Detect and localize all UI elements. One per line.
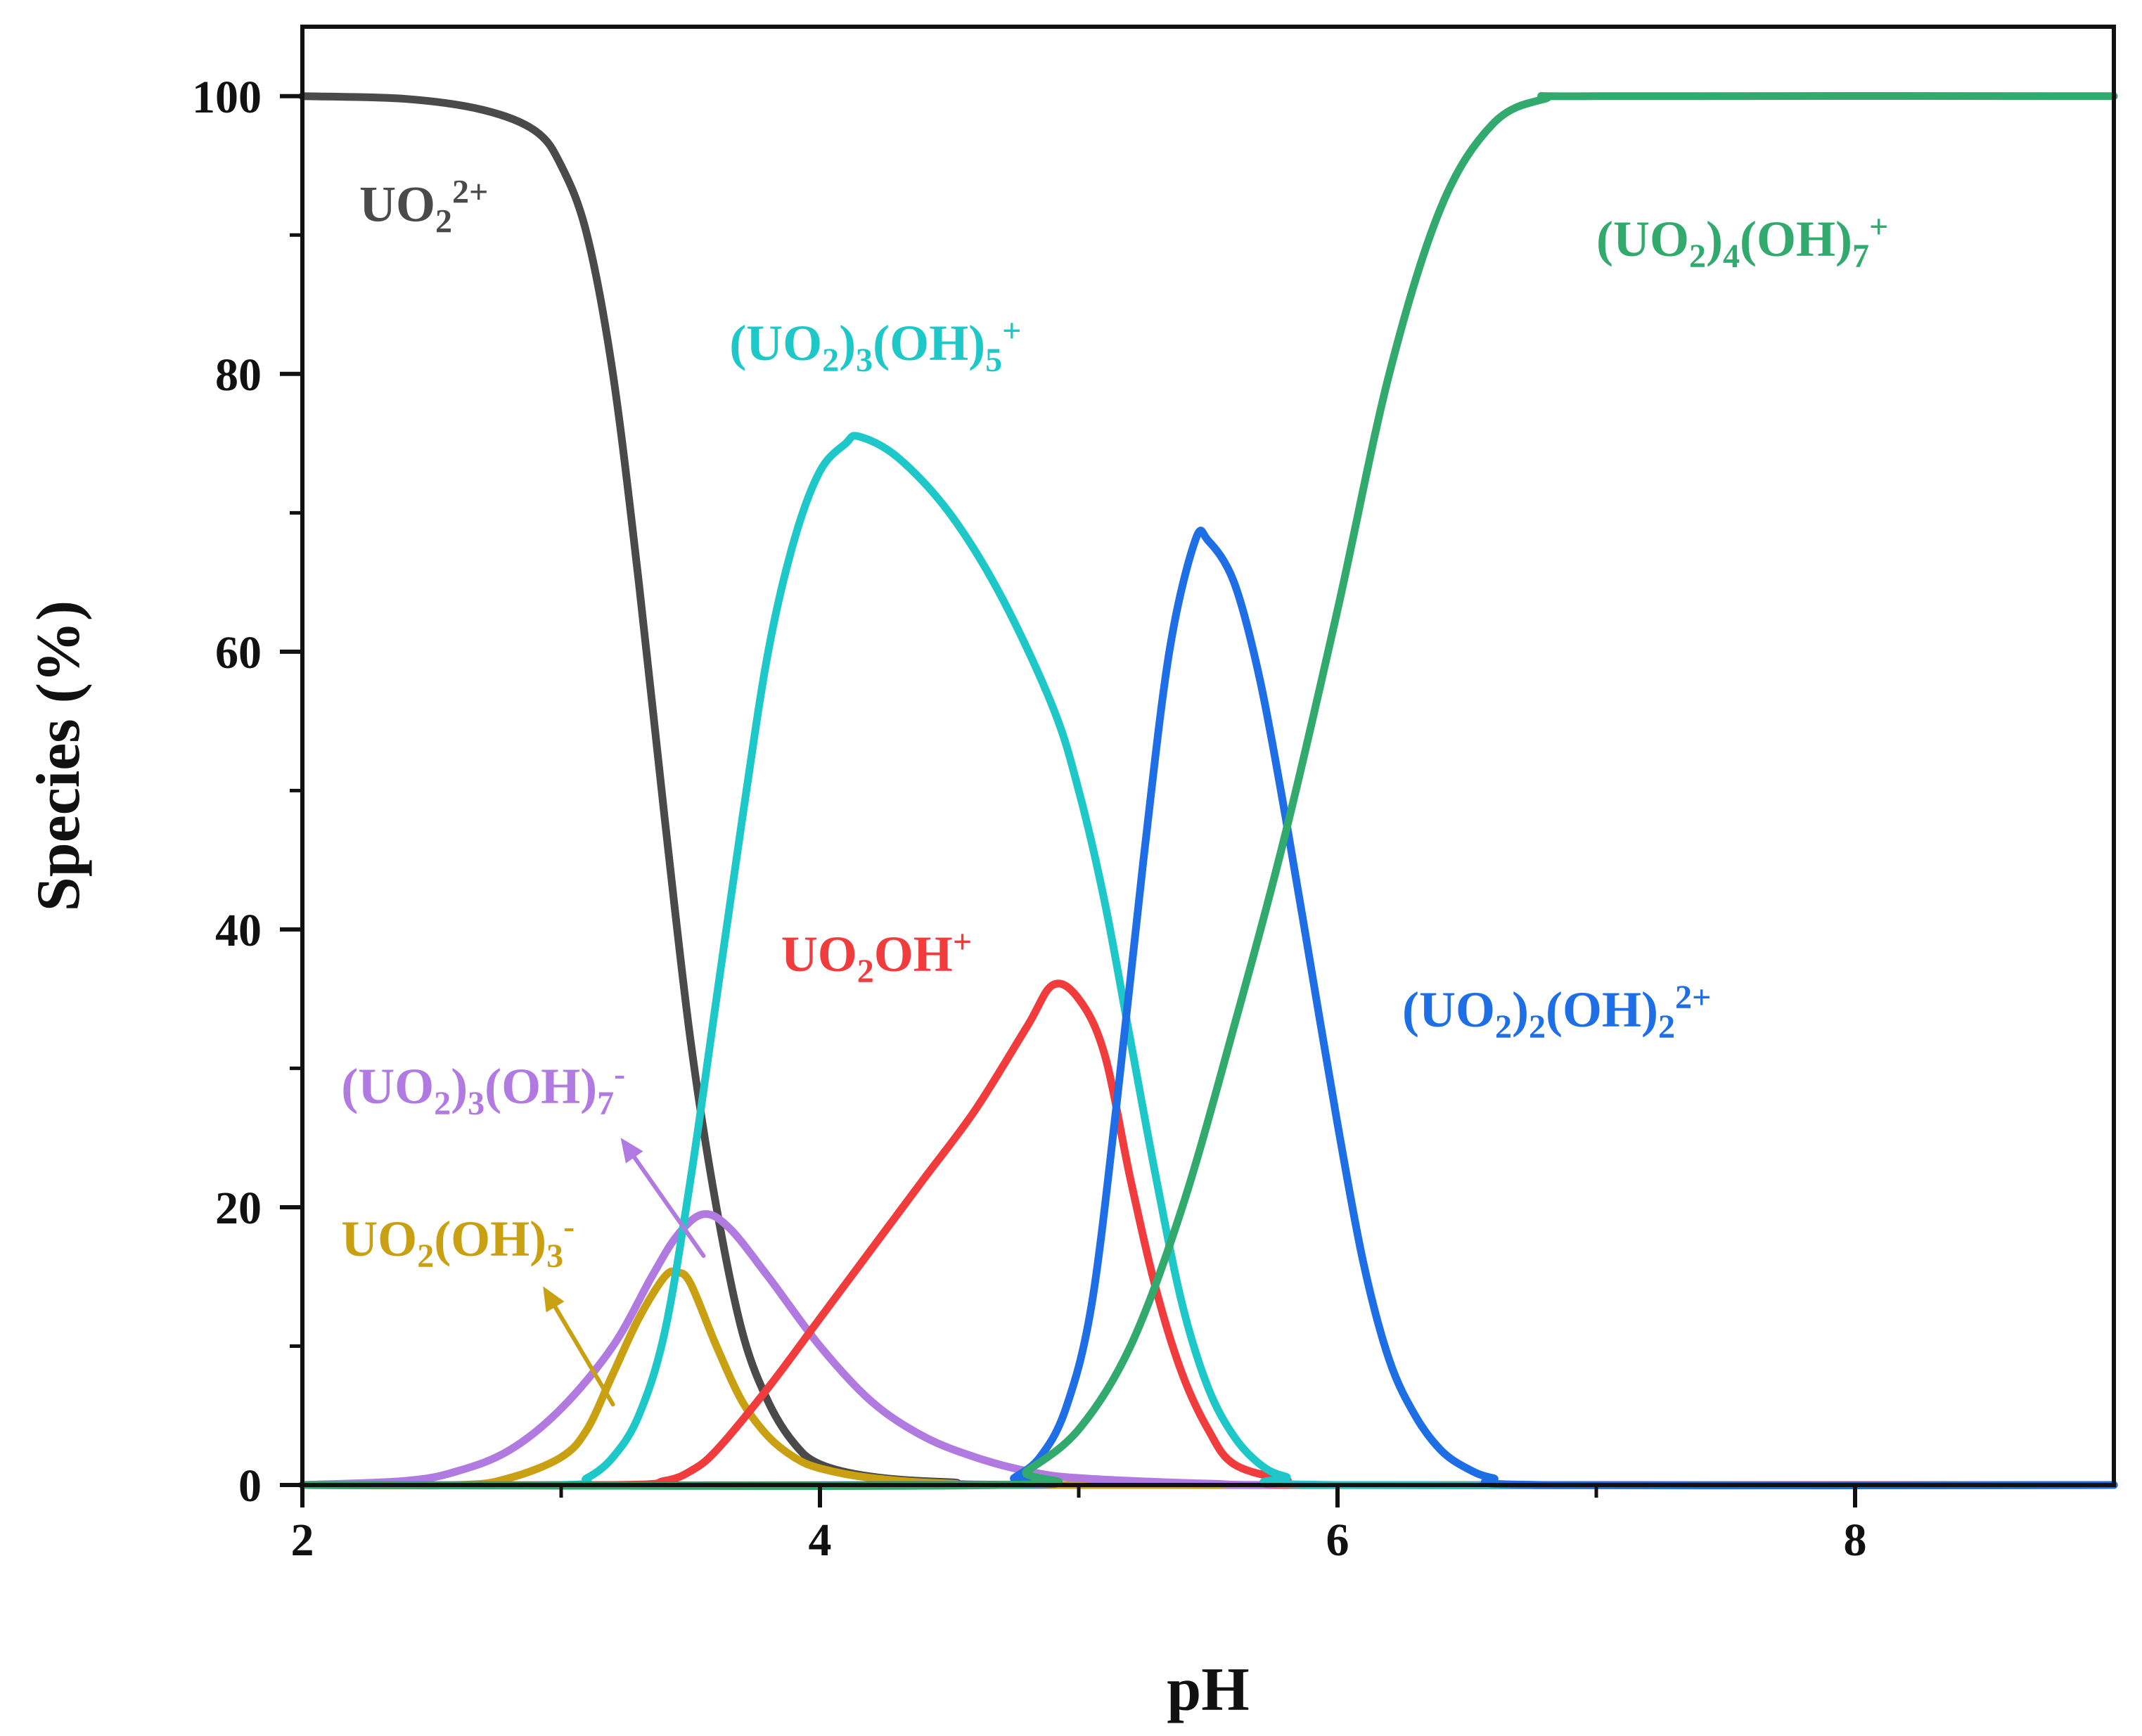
- x-tick-label-4: 4: [809, 1515, 832, 1566]
- series-label-uo22oh2: (UO2)2(OH)22+: [1402, 979, 1711, 1046]
- y-tick-label-80: 80: [215, 349, 262, 401]
- series-line-uo24oh7: [298, 91, 2118, 1490]
- x-axis-title: pH: [1167, 1656, 1249, 1724]
- y-tick-label-0: 0: [238, 1460, 262, 1512]
- chart-marks: [298, 91, 2118, 1490]
- series-label-uo23oh5: (UO2)3(OH)5+: [729, 312, 1021, 379]
- x-tick-label-8: 8: [1844, 1515, 1867, 1566]
- series-labels: UO22+ (UO2)3(OH)5+ (UO2)4(OH)7+ UO2OH+ (UO2)…: [341, 174, 1888, 1275]
- y-tick-label-40: 40: [215, 905, 262, 956]
- series-label-uo2oh: UO2OH+: [781, 923, 972, 990]
- series-label-uo2: UO22+: [359, 174, 488, 240]
- y-tick-label-60: 60: [215, 627, 262, 679]
- y-axis-title: Species (%): [25, 600, 93, 911]
- annotation-arrow-uo23oh7: [620, 1138, 706, 1259]
- series-line-uo23oh5: [298, 432, 2118, 1490]
- y-tick-label-100: 100: [192, 72, 262, 123]
- series-label-uo24oh7: (UO2)4(OH)7+: [1596, 208, 1888, 275]
- annotation-arrow-uo2oh3: [543, 1286, 615, 1407]
- x-tick-label-2: 2: [291, 1515, 314, 1566]
- series-line-uo2: [298, 92, 2118, 1489]
- plot-frame: [300, 25, 2116, 1487]
- y-tick-label-20: 20: [215, 1183, 262, 1234]
- series-label-uo2oh3: UO2(OH)3-: [341, 1208, 575, 1275]
- x-tick-label-6: 6: [1326, 1515, 1349, 1566]
- series-label-uo23oh7: (UO2)3(OH)7-: [341, 1055, 625, 1122]
